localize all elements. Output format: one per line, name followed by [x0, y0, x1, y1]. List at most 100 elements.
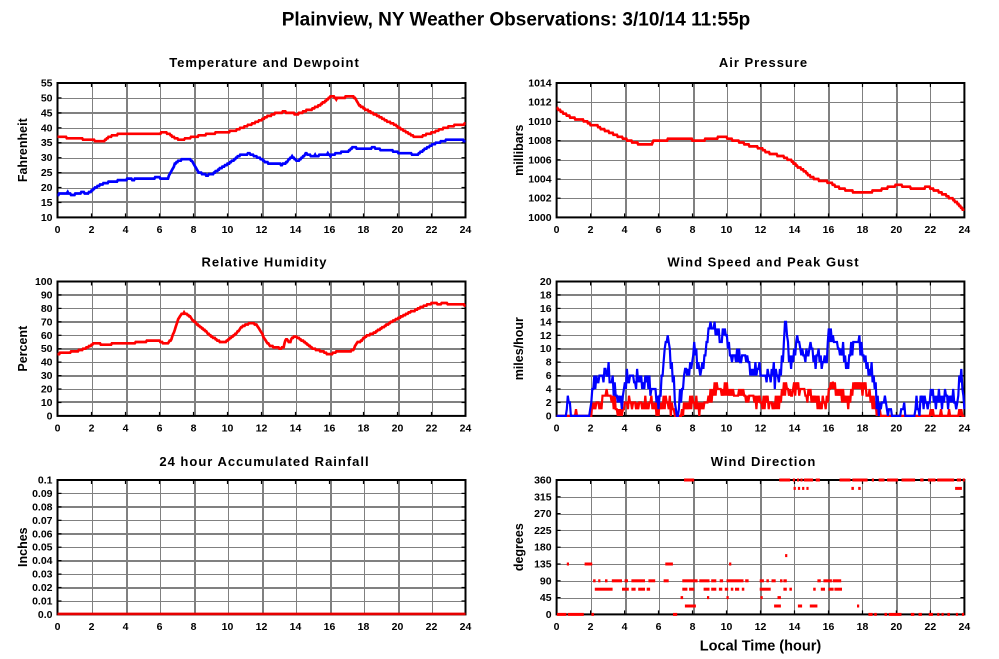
svg-text:0: 0 [554, 224, 560, 236]
svg-text:24: 24 [959, 621, 971, 633]
svg-text:12: 12 [256, 621, 268, 633]
svg-text:10: 10 [222, 224, 234, 236]
svg-text:80: 80 [41, 303, 53, 315]
svg-text:100: 100 [35, 276, 53, 288]
svg-text:2: 2 [588, 621, 594, 633]
svg-text:22: 22 [925, 423, 937, 435]
svg-text:6: 6 [656, 621, 662, 633]
svg-text:miles/hour: miles/hour [512, 317, 526, 380]
svg-text:8: 8 [690, 224, 696, 236]
svg-text:0.1: 0.1 [38, 475, 53, 487]
svg-text:270: 270 [534, 508, 552, 520]
svg-text:45: 45 [41, 107, 53, 119]
svg-text:18: 18 [358, 621, 370, 633]
svg-text:12: 12 [755, 621, 767, 633]
svg-text:24: 24 [959, 224, 971, 236]
svg-text:2: 2 [546, 397, 552, 409]
svg-text:Inches: Inches [16, 527, 30, 567]
svg-text:1000: 1000 [528, 212, 552, 224]
svg-text:4: 4 [123, 423, 129, 435]
svg-text:1010: 1010 [528, 116, 552, 128]
svg-text:24: 24 [460, 621, 472, 633]
svg-text:16: 16 [540, 303, 552, 315]
svg-text:degrees: degrees [512, 523, 526, 571]
svg-text:14: 14 [290, 621, 302, 633]
svg-text:Wind Direction: Wind Direction [711, 454, 817, 469]
svg-text:2: 2 [89, 423, 95, 435]
svg-text:6: 6 [157, 423, 163, 435]
svg-text:14: 14 [540, 316, 552, 328]
svg-text:45: 45 [540, 592, 552, 604]
svg-text:Fahrenheit: Fahrenheit [16, 117, 30, 182]
svg-text:Relative Humidity: Relative Humidity [201, 255, 327, 270]
svg-text:4: 4 [546, 384, 552, 396]
svg-text:20: 20 [891, 224, 903, 236]
svg-text:4: 4 [123, 621, 129, 633]
svg-text:24 hour Accumulated Rainfall: 24 hour Accumulated Rainfall [159, 454, 369, 469]
svg-text:225: 225 [534, 525, 552, 537]
svg-text:10: 10 [41, 397, 53, 409]
svg-text:20: 20 [392, 423, 404, 435]
svg-text:40: 40 [41, 122, 53, 134]
svg-text:135: 135 [534, 559, 552, 571]
svg-text:10: 10 [721, 423, 733, 435]
svg-text:20: 20 [891, 423, 903, 435]
svg-text:Temperature and Dewpoint: Temperature and Dewpoint [169, 55, 360, 70]
svg-text:360: 360 [534, 475, 552, 487]
svg-text:20: 20 [41, 182, 53, 194]
svg-text:0.09: 0.09 [32, 488, 53, 500]
svg-text:35: 35 [41, 137, 53, 149]
svg-text:0.04: 0.04 [32, 555, 53, 567]
svg-text:0.01: 0.01 [32, 596, 53, 608]
svg-text:16: 16 [823, 224, 835, 236]
svg-text:8: 8 [690, 423, 696, 435]
svg-text:0: 0 [55, 423, 61, 435]
svg-text:1002: 1002 [528, 193, 552, 205]
svg-text:8: 8 [191, 423, 197, 435]
svg-text:16: 16 [324, 621, 336, 633]
svg-text:6: 6 [157, 621, 163, 633]
svg-text:24: 24 [959, 423, 971, 435]
svg-text:6: 6 [546, 370, 552, 382]
svg-text:4: 4 [123, 224, 129, 236]
svg-text:14: 14 [789, 224, 801, 236]
svg-text:16: 16 [823, 423, 835, 435]
svg-text:18: 18 [358, 423, 370, 435]
svg-text:1004: 1004 [528, 174, 552, 186]
svg-text:50: 50 [41, 343, 53, 355]
svg-text:30: 30 [41, 370, 53, 382]
svg-text:10: 10 [41, 212, 53, 224]
svg-text:Air Pressure: Air Pressure [719, 55, 808, 70]
svg-text:millibars: millibars [512, 124, 526, 175]
svg-text:0: 0 [55, 224, 61, 236]
svg-text:18: 18 [358, 224, 370, 236]
svg-text:10: 10 [222, 621, 234, 633]
svg-text:14: 14 [789, 621, 801, 633]
svg-text:0.08: 0.08 [32, 501, 53, 513]
svg-text:14: 14 [789, 423, 801, 435]
svg-text:20: 20 [392, 621, 404, 633]
svg-text:Plainview, NY Weather Observat: Plainview, NY Weather Observations: 3/10… [282, 10, 751, 31]
svg-text:0: 0 [546, 609, 552, 621]
svg-text:25: 25 [41, 167, 53, 179]
svg-text:16: 16 [324, 423, 336, 435]
svg-text:4: 4 [622, 224, 628, 236]
svg-text:14: 14 [290, 224, 302, 236]
svg-text:0.07: 0.07 [32, 515, 53, 527]
svg-text:16: 16 [324, 224, 336, 236]
svg-text:2: 2 [89, 621, 95, 633]
svg-text:4: 4 [622, 621, 628, 633]
svg-text:14: 14 [290, 423, 302, 435]
svg-text:0: 0 [554, 621, 560, 633]
svg-text:6: 6 [157, 224, 163, 236]
svg-text:20: 20 [540, 276, 552, 288]
svg-text:12: 12 [540, 330, 552, 342]
svg-text:2: 2 [89, 224, 95, 236]
svg-text:8: 8 [690, 621, 696, 633]
svg-text:22: 22 [426, 621, 438, 633]
svg-text:0: 0 [546, 410, 552, 422]
svg-text:10: 10 [721, 621, 733, 633]
svg-text:Local Time (hour): Local Time (hour) [700, 639, 822, 655]
svg-text:0.03: 0.03 [32, 569, 53, 581]
svg-text:22: 22 [925, 621, 937, 633]
